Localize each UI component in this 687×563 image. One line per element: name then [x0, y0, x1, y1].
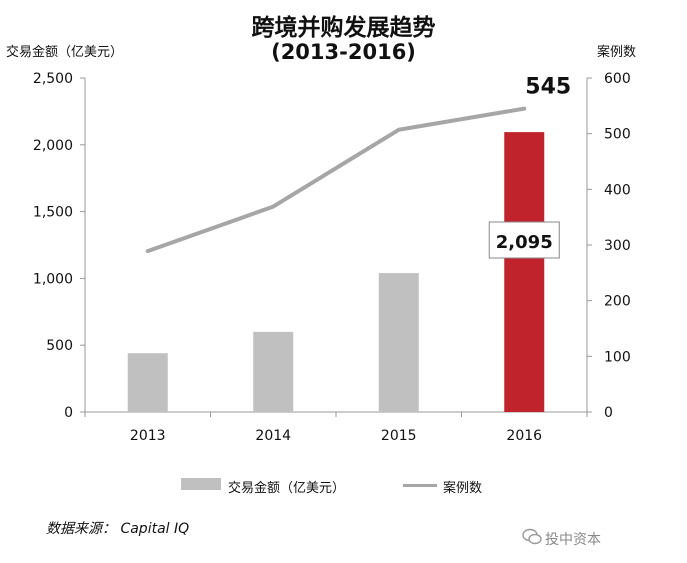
watermark-text: 投中资本 — [545, 532, 601, 548]
y-tick-label-left: 1,000 — [33, 271, 73, 287]
bar — [378, 273, 419, 412]
x-tick-label: 2015 — [381, 428, 417, 444]
bar — [253, 331, 294, 412]
y-tick-label-left: 2,000 — [33, 138, 73, 154]
legend-bar-swatch — [181, 478, 221, 490]
chart-title: 跨境并购发展趋势 — [251, 15, 436, 41]
y-axis-label-left: 交易金额（亿美元） — [6, 45, 124, 60]
x-tick-label: 2013 — [130, 428, 166, 444]
bar-data-label: 2,095 — [496, 232, 553, 253]
y-tick-label-left: 0 — [64, 405, 73, 421]
legend-line-label: 案例数 — [443, 481, 483, 496]
y-tick-label-right: 400 — [604, 182, 631, 198]
source-note: 数据来源： Capital IQ — [46, 521, 190, 537]
x-tick-label: 2016 — [506, 428, 542, 444]
legend-line-swatch — [403, 484, 437, 487]
y-tick-label-right: 500 — [604, 127, 631, 143]
y-tick-label-right: 100 — [604, 349, 631, 365]
bar — [504, 132, 545, 412]
y-tick-label-right: 600 — [604, 71, 631, 87]
y-tick-label-left: 1,500 — [33, 205, 73, 221]
y-tick-label-right: 200 — [604, 294, 631, 310]
y-tick-label-right: 0 — [604, 405, 613, 421]
chart-subtitle: (2013-2016) — [271, 40, 416, 64]
y-axis-label-right: 案例数 — [597, 45, 637, 60]
series-line — [145, 106, 527, 254]
line-data-label: 545 — [525, 75, 571, 100]
bar-data-label-box — [488, 221, 560, 259]
wechat-icon — [522, 528, 542, 546]
y-tick-label-right: 300 — [604, 238, 631, 254]
y-tick-label-left: 2,500 — [33, 71, 73, 87]
legend-bar-label: 交易金额（亿美元） — [228, 481, 346, 496]
chart-plot: 0 500 1,000 1,500 2,000 2,500 0 100 200 300 400 500… — [33, 71, 631, 444]
y-tick-label-left: 500 — [46, 338, 73, 354]
bar — [127, 353, 168, 412]
x-tick-label: 2014 — [255, 428, 291, 444]
